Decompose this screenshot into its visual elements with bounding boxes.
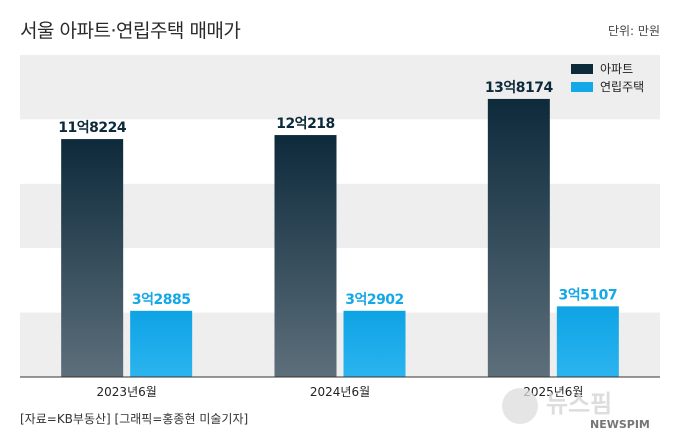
chart-title: 서울 아파트·연립주택 매매가: [20, 20, 241, 42]
legend-label: 연립주택: [600, 80, 644, 94]
source-credit: [자료=KB부동산] [그래픽=홍종현 미술기자]: [20, 412, 249, 426]
bar-apartment: [61, 139, 124, 377]
bar-apartment: [487, 98, 550, 377]
background-band: [20, 119, 660, 184]
x-tick-label: 2025년6월: [523, 385, 583, 399]
watermark-logo-icon: [502, 388, 538, 424]
bar-apartment: [274, 135, 337, 377]
bar-villa: [130, 310, 193, 377]
background-band: [20, 55, 660, 120]
bar-value-label: 3억5107: [559, 287, 618, 303]
background-band: [20, 183, 660, 249]
bar-villa: [343, 310, 406, 377]
x-tick-label: 2023년6월: [97, 385, 157, 399]
background-band: [20, 312, 660, 377]
legend-label: 아파트: [600, 62, 633, 76]
bars-layer: [61, 98, 619, 377]
bar-value-label: 3억2902: [345, 292, 404, 308]
background-band: [20, 248, 660, 313]
x-tick-labels: 2023년6월 2024년6월 2025년6월: [97, 385, 584, 399]
legend-swatch: [571, 64, 593, 74]
newspim-watermark: 뉴스핌 NEWSPIM: [502, 388, 650, 431]
value-labels-layer: 11억8224 3억2885 12억218 3억2902 13억8174 3억5107: [58, 80, 617, 308]
bar-villa: [556, 306, 619, 377]
legend-swatch: [571, 82, 593, 92]
bar-value-label: 13억8174: [485, 80, 554, 96]
watermark-text: 뉴스핌: [546, 390, 612, 418]
background-bands: [20, 55, 660, 377]
bar-value-label: 3억2885: [132, 292, 191, 308]
bar-value-label: 11억8224: [58, 120, 127, 136]
x-tick-label: 2024년6월: [310, 385, 370, 399]
watermark-subtext: NEWSPIM: [590, 418, 650, 431]
bar-value-label: 12억218: [276, 116, 335, 132]
unit-label: 단위: 만원: [607, 24, 660, 38]
